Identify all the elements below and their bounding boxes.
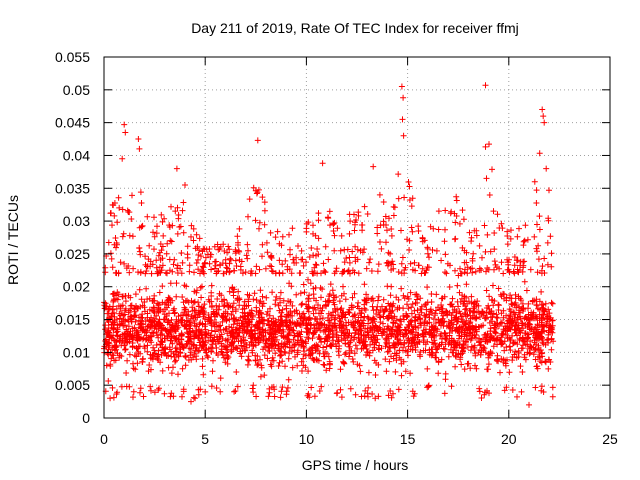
y-tick-label: 0.02 bbox=[63, 279, 90, 295]
x-axis-label: GPS time / hours bbox=[302, 457, 409, 473]
scatter-point-markers bbox=[101, 82, 557, 408]
y-tick-label: 0.005 bbox=[55, 377, 90, 393]
y-tick-label: 0 bbox=[82, 410, 90, 426]
y-axis-label: ROTI / TECUs bbox=[5, 195, 21, 285]
y-tick-label: 0.055 bbox=[55, 49, 90, 65]
x-tick-label: 15 bbox=[400, 431, 416, 447]
x-tick-label: 5 bbox=[201, 431, 209, 447]
x-tick-label: 0 bbox=[100, 431, 108, 447]
y-tick-label: 0.025 bbox=[55, 246, 90, 262]
x-tick-label: 20 bbox=[501, 431, 517, 447]
x-tick-label: 25 bbox=[602, 431, 618, 447]
x-tick-label: 10 bbox=[299, 431, 315, 447]
plot-frame bbox=[103, 56, 611, 419]
y-tick-label: 0.01 bbox=[63, 344, 90, 360]
y-tick-label: 0.035 bbox=[55, 180, 90, 196]
y-tick-label: 0.03 bbox=[63, 213, 90, 229]
y-tick-label: 0.015 bbox=[55, 312, 90, 328]
chart-title: Day 211 of 2019, Rate Of TEC Index for r… bbox=[191, 20, 519, 36]
y-axis: 0 0.005 0.01 0.015 0.02 0.025 0.03 0.035 0.04 0.0… bbox=[55, 49, 610, 426]
y-tick-label: 0.05 bbox=[63, 82, 90, 98]
y-tick-label: 0.045 bbox=[55, 115, 90, 131]
y-tick-label: 0.04 bbox=[63, 147, 90, 163]
data-points bbox=[101, 82, 557, 408]
x-axis: 0 5 10 15 20 25 bbox=[100, 57, 618, 447]
